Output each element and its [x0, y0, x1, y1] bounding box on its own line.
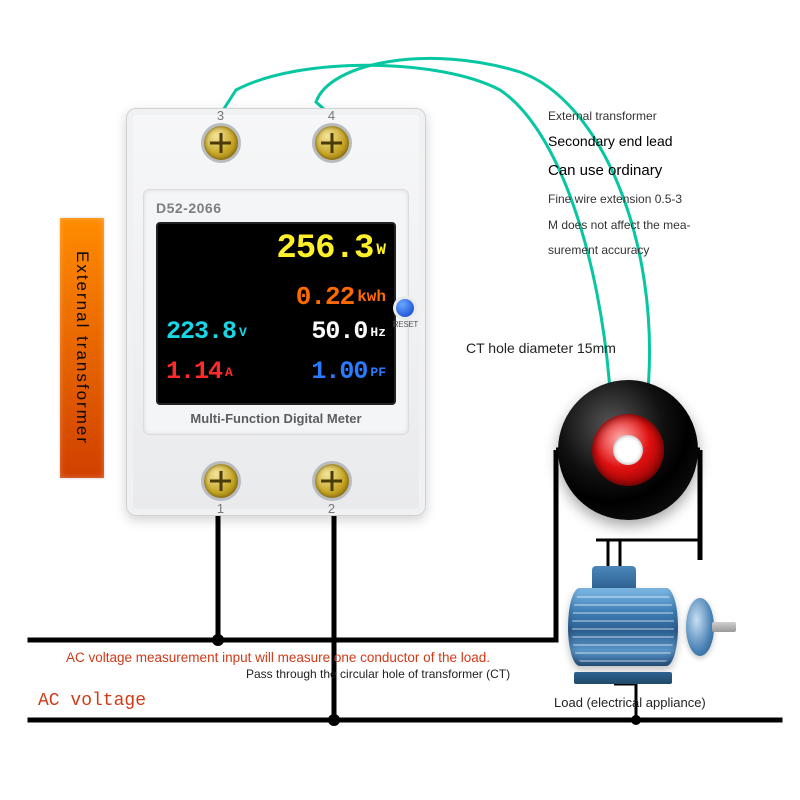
voltage-value: 223.8	[166, 317, 236, 346]
pf-value: 1.00	[311, 357, 367, 386]
terminal-row-top: 3 4	[127, 123, 425, 163]
reading-current-pf: 1.14 A 1.00 PF	[166, 357, 386, 397]
external-transformer-bar: External transformer	[60, 218, 104, 478]
diagram-stage: External transformer 3 4 D52-2066 256.3 …	[0, 0, 800, 800]
terminal-2: 2	[312, 461, 352, 501]
frequency-value: 50.0	[311, 317, 367, 346]
load-label: Load (electrical appliance)	[554, 694, 706, 713]
frequency-unit: Hz	[370, 325, 386, 340]
terminal-1-label: 1	[217, 501, 224, 516]
annotation-block: External transformer Secondary end lead …	[548, 108, 768, 260]
motor-shaft	[712, 622, 736, 632]
terminal-row-bottom: 1 2	[127, 461, 425, 501]
reset-button-label: RESET	[393, 320, 418, 329]
ct-hole	[613, 435, 643, 465]
motor-fins	[572, 592, 674, 662]
reading-voltage-freq: 223.8 V 50.0 Hz	[166, 317, 386, 357]
pf-unit: PF	[370, 365, 386, 380]
motor-endcap	[686, 598, 714, 656]
terminal-4: 4	[312, 123, 352, 163]
current-value: 1.14	[166, 357, 222, 386]
annotation-line-3: Can use ordinary	[548, 160, 768, 182]
reset-button-group: RESET	[393, 299, 418, 329]
ac-voltage-label: AC voltage	[38, 688, 146, 714]
meter-model: D52-2066	[156, 200, 396, 216]
terminal-3-label: 3	[217, 108, 224, 123]
energy-value: 0.22	[296, 282, 354, 312]
terminal-4-label: 4	[328, 108, 335, 123]
voltage-unit: V	[239, 325, 247, 340]
terminal-2-label: 2	[328, 501, 335, 516]
ct-pass-note: Pass through the circular hole of transf…	[246, 666, 526, 683]
power-value: 256.3	[276, 230, 373, 268]
meter-face: D52-2066 256.3 W 0.22 kwh 223.8 V 50.0	[143, 189, 409, 435]
terminal-3: 3	[201, 123, 241, 163]
terminal-1: 1	[201, 461, 241, 501]
meter-lcd: 256.3 W 0.22 kwh 223.8 V 50.0 Hz	[156, 222, 396, 405]
motor-load	[558, 574, 708, 684]
annotation-line-2: Secondary end lead	[548, 131, 768, 151]
reading-energy: 0.22 kwh	[166, 282, 386, 318]
power-unit: W	[376, 241, 386, 259]
ct-hole-label: CT hole diameter 15mm	[466, 338, 616, 358]
annotation-line-6: surement accuracy	[548, 242, 768, 259]
annotation-line-4: Fine wire extension 0.5-3	[548, 191, 768, 208]
reset-button[interactable]	[396, 299, 414, 317]
annotation-line-1: External transformer	[548, 108, 768, 125]
ac-measurement-note: AC voltage measurement input will measur…	[66, 648, 490, 668]
motor-base	[574, 672, 672, 684]
current-unit: A	[225, 365, 233, 380]
digital-meter-device: 3 4 D52-2066 256.3 W 0.22 kwh 223.8	[126, 108, 426, 516]
meter-subtitle: Multi-Function Digital Meter	[156, 411, 396, 426]
energy-unit: kwh	[357, 288, 386, 306]
ct-transformer-ring	[558, 380, 698, 520]
external-transformer-bar-text: External transformer	[72, 251, 92, 445]
reading-power: 256.3 W	[166, 230, 386, 282]
annotation-line-5: M does not affect the mea-	[548, 217, 768, 234]
